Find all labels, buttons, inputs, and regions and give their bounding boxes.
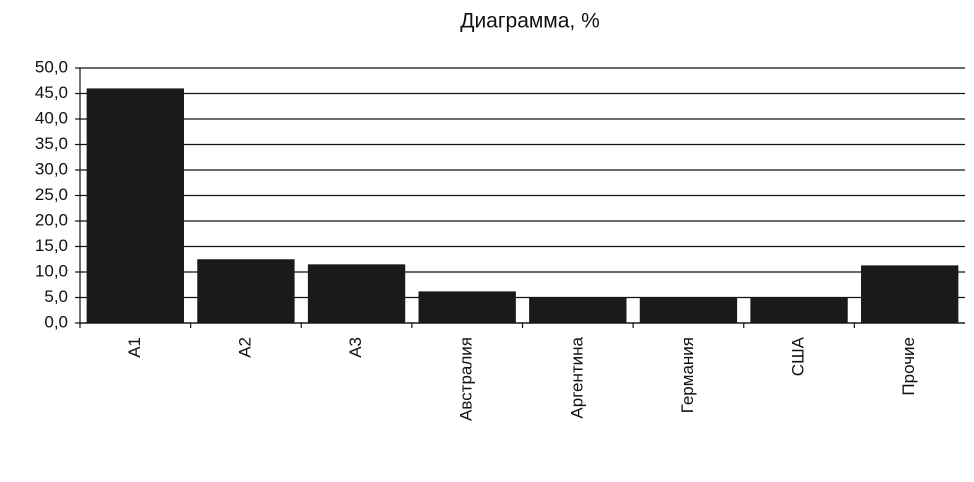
- y-tick-label: 20,0: [35, 210, 68, 229]
- y-tick-label: 25,0: [35, 185, 68, 204]
- bar: [307, 264, 406, 323]
- x-tick-label: США: [789, 336, 808, 376]
- bar: [197, 259, 295, 323]
- y-tick-label: 15,0: [35, 236, 68, 255]
- x-tick-label: А1: [125, 337, 144, 358]
- x-tick-label: Австралия: [457, 337, 476, 421]
- x-tick-label: А2: [235, 337, 254, 358]
- bar: [861, 265, 959, 323]
- y-tick-label: 50,0: [35, 57, 68, 76]
- y-tick-label: 5,0: [44, 287, 68, 306]
- y-tick-label: 30,0: [35, 159, 68, 178]
- bar: [86, 88, 184, 324]
- y-tick-label: 45,0: [35, 83, 68, 102]
- x-tick-label: Аргентина: [567, 336, 586, 418]
- x-tick-label: Прочие: [899, 337, 918, 396]
- y-tick-label: 40,0: [35, 108, 68, 127]
- x-tick-label: Германия: [678, 337, 697, 413]
- bar: [750, 297, 848, 323]
- y-tick-label: 35,0: [35, 134, 68, 153]
- y-tick-label: 0,0: [44, 312, 68, 331]
- x-tick-label: А3: [346, 337, 365, 358]
- chart-title: Диаграмма, %: [460, 10, 600, 33]
- bar: [639, 297, 738, 323]
- bar: [529, 297, 627, 323]
- y-tick-label: 10,0: [35, 261, 68, 280]
- bar: [418, 291, 516, 323]
